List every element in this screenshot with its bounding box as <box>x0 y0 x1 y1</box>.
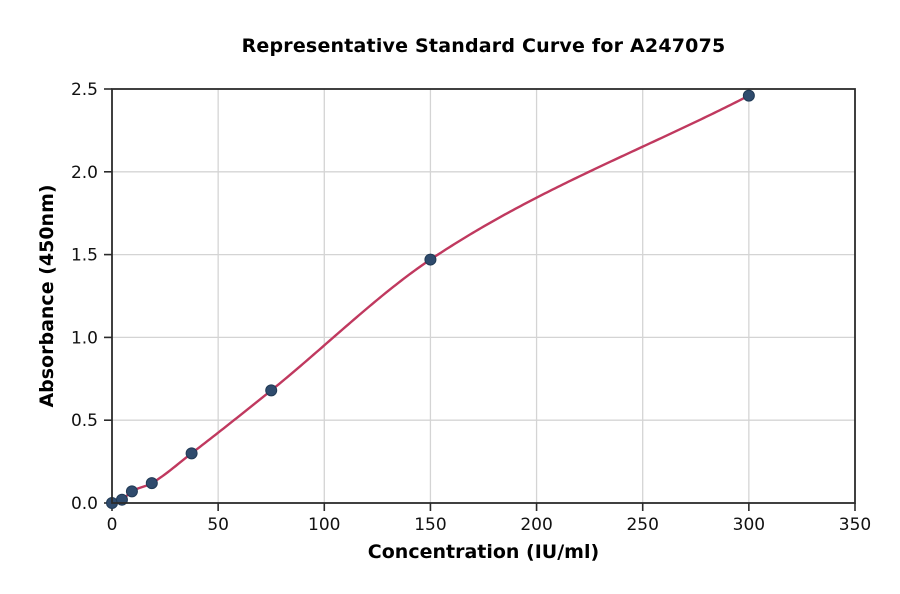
x-tick-label: 100 <box>308 515 340 535</box>
data-point-marker <box>125 485 138 498</box>
data-point-marker <box>185 447 198 460</box>
data-point-marker <box>265 384 278 397</box>
x-tick-label: 350 <box>839 515 871 535</box>
y-tick-label: 2.5 <box>71 80 98 100</box>
y-axis-label: Absorbance (450nm) <box>36 184 58 408</box>
x-tick-label: 150 <box>414 515 446 535</box>
y-tick-label: 0.5 <box>71 411 98 431</box>
x-tick-label: 300 <box>733 515 765 535</box>
x-tick-label: 250 <box>626 515 658 535</box>
x-axis-label: Concentration (IU/ml) <box>367 541 600 563</box>
data-point-marker <box>424 253 437 266</box>
data-point-marker <box>742 89 755 102</box>
x-tick-label: 200 <box>520 515 552 535</box>
data-point-marker <box>145 477 158 490</box>
x-tick-label: 0 <box>107 515 118 535</box>
y-tick-label: 1.5 <box>71 246 98 266</box>
y-tick-label: 2.0 <box>71 163 98 183</box>
plot-frame <box>111 88 856 504</box>
x-tick-label: 50 <box>207 515 229 535</box>
y-tick-label: 1.0 <box>71 328 98 348</box>
chart-title: Representative Standard Curve for A24707… <box>241 35 726 57</box>
y-tick-label: 0.0 <box>71 494 98 514</box>
